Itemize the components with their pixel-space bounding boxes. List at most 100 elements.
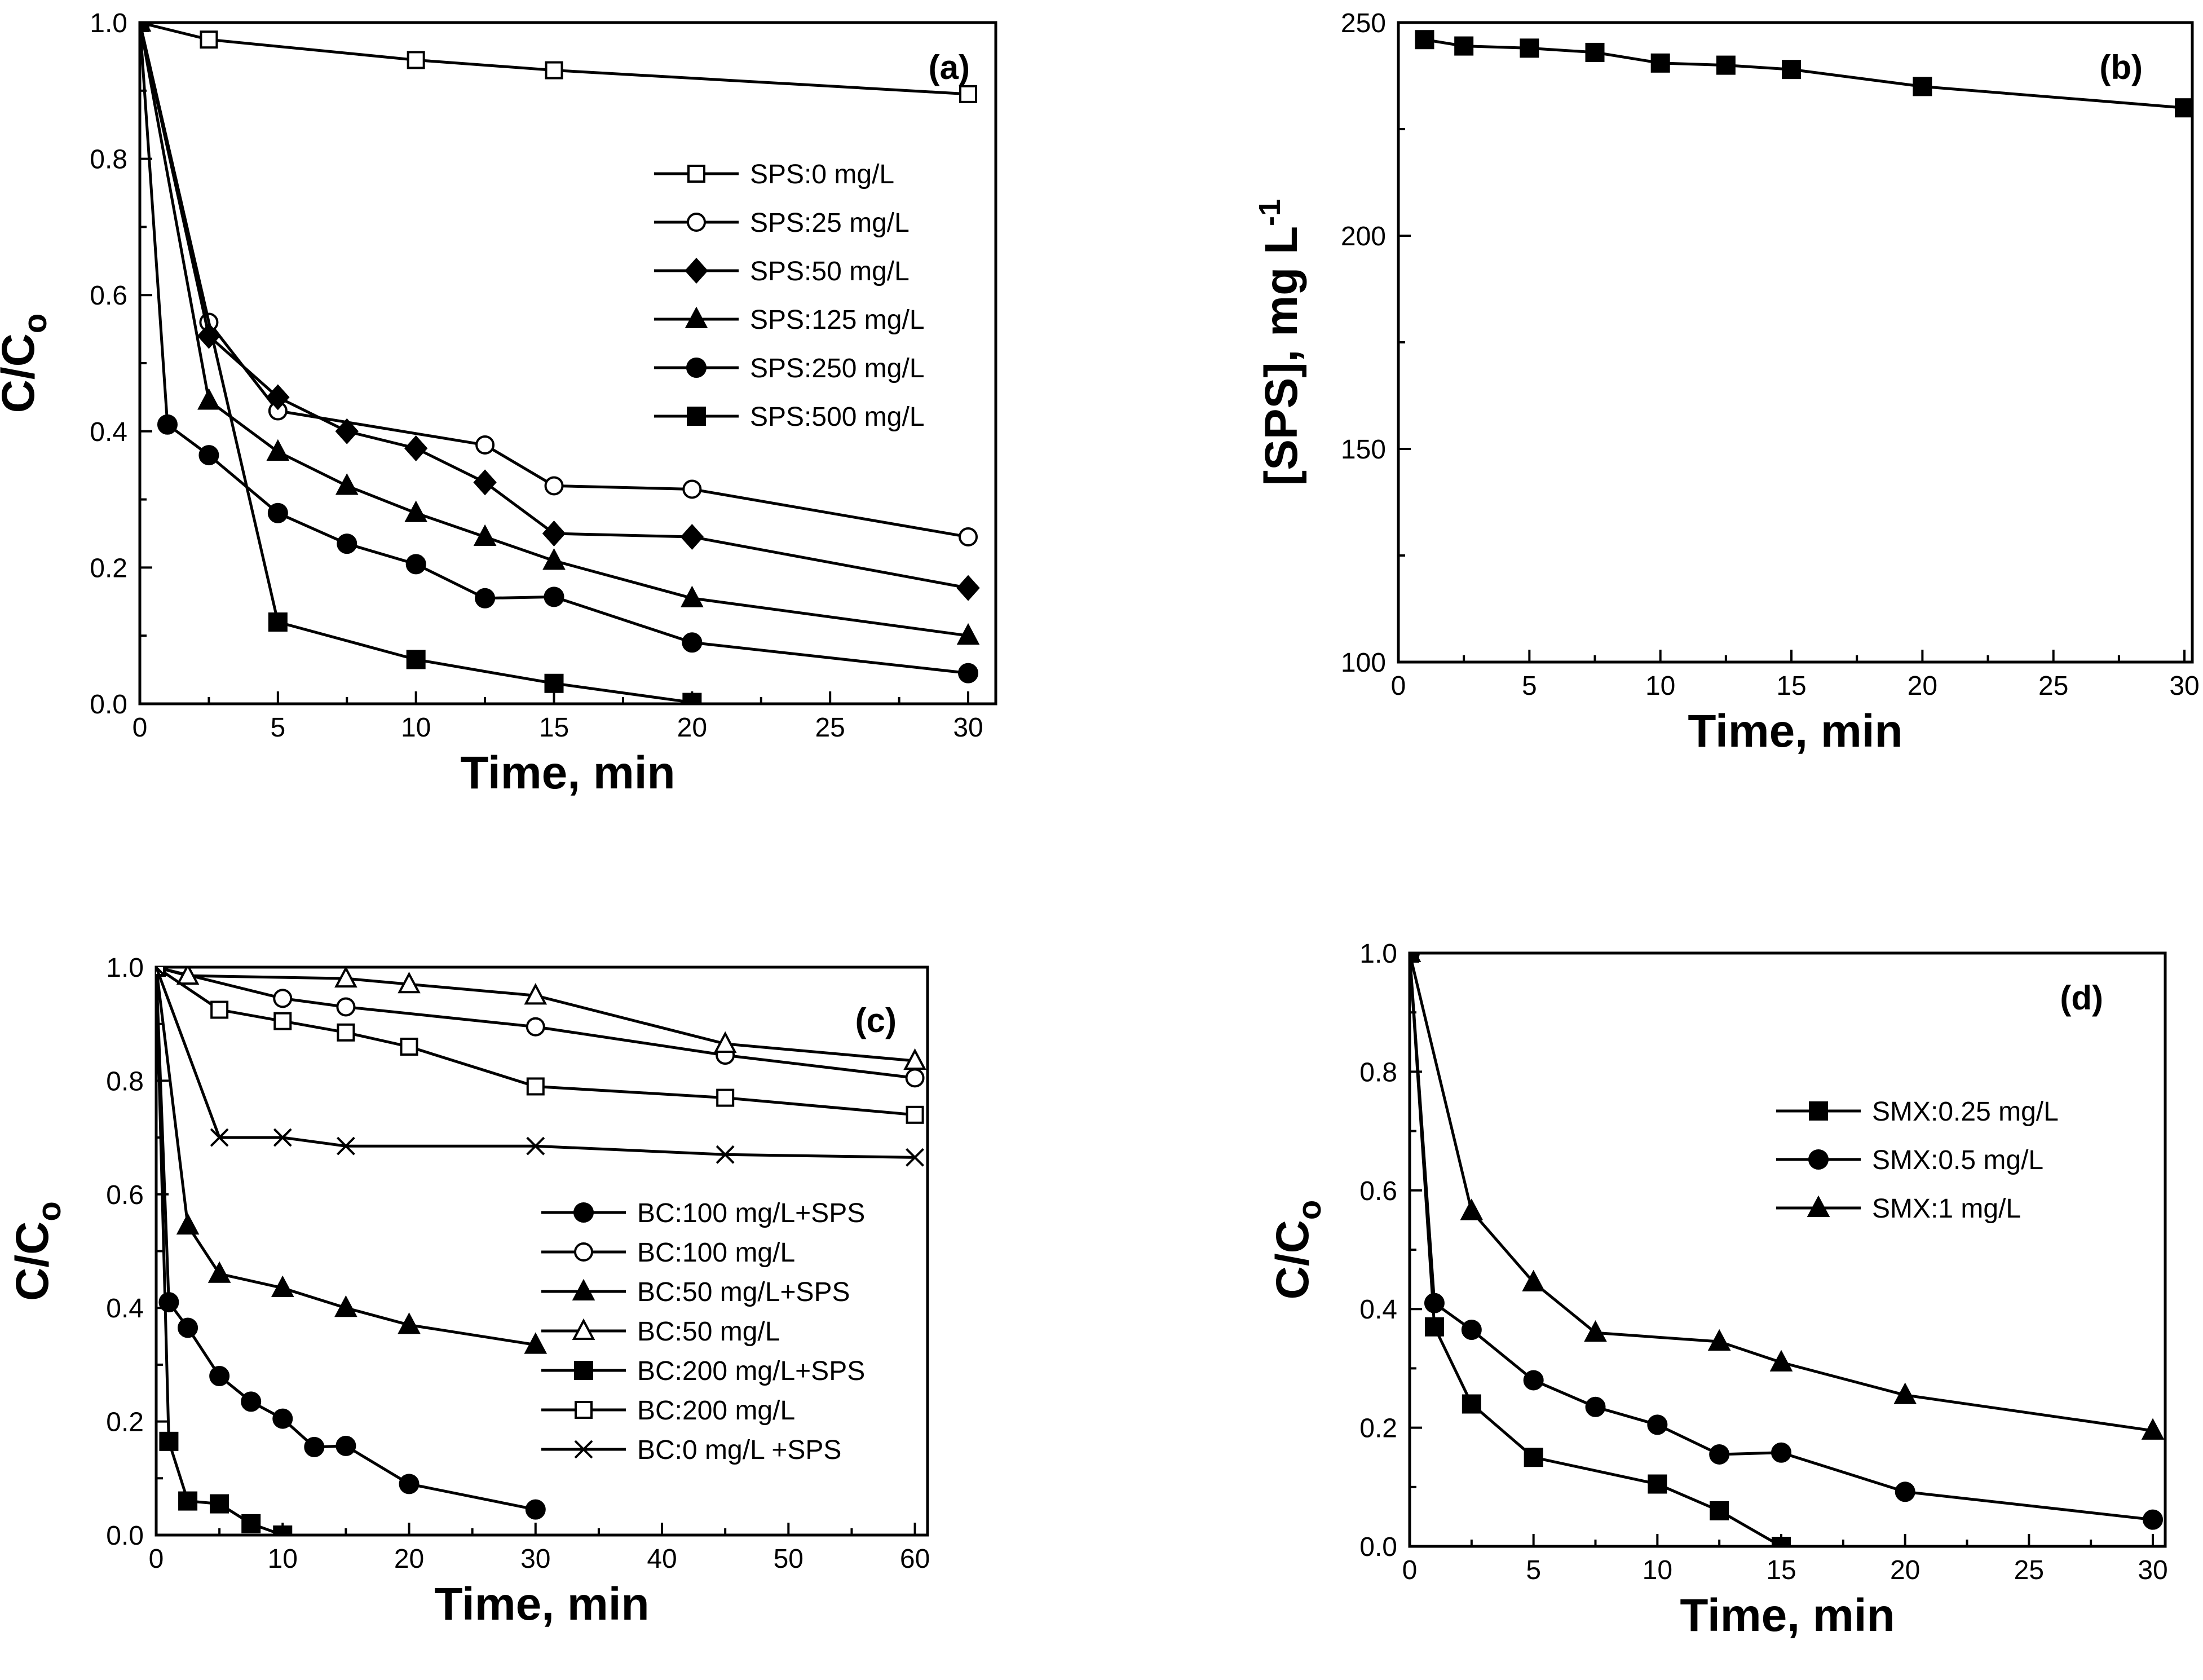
series-layer <box>1415 30 2192 118</box>
data-point <box>266 439 290 461</box>
y-axis-title: [SPS], mg L-1 <box>1253 199 1307 486</box>
data-point <box>682 693 702 704</box>
data-point <box>2143 1509 2164 1530</box>
panel-label: (d) <box>2060 979 2103 1017</box>
y-tick-label: 0.6 <box>90 281 127 311</box>
y-axis-title: C/Co <box>7 1201 68 1301</box>
legend-marker <box>574 1242 593 1262</box>
x-tick-label: 30 <box>2169 671 2199 701</box>
data-point <box>1585 42 1605 62</box>
legend-label: SPS:50 mg/L <box>750 257 910 286</box>
x-tick-label: 0 <box>1391 671 1406 701</box>
legend-label: BC:100 mg/L <box>637 1238 795 1268</box>
series-bc-200-mg-l <box>156 967 924 1124</box>
x-axis-title: Time, min <box>460 747 675 799</box>
y-tick-label: 1.0 <box>90 8 127 38</box>
x-tick-label: 0 <box>133 713 148 743</box>
data-point <box>473 469 497 496</box>
data-point <box>198 445 219 466</box>
data-point <box>544 587 564 607</box>
plot-frame <box>1397 21 2194 664</box>
legend-label: SPS:125 mg/L <box>750 305 925 335</box>
legend-item: BC:100 mg/L <box>541 1238 795 1268</box>
data-point <box>158 1292 179 1313</box>
data-point <box>1424 1317 1444 1337</box>
data-point <box>210 1000 229 1019</box>
data-point <box>1415 30 1434 50</box>
data-point <box>241 1391 262 1412</box>
data-point <box>1585 1396 1606 1417</box>
data-point <box>266 384 290 411</box>
data-point <box>956 623 980 645</box>
series-layer <box>140 23 980 704</box>
x-tick-label: 0 <box>1402 1555 1418 1585</box>
data-point <box>267 502 288 523</box>
x-tick-label: 25 <box>2038 671 2068 701</box>
data-point <box>337 1023 355 1042</box>
data-point <box>157 414 178 435</box>
x-axis-title: Time, min <box>1688 705 1902 757</box>
y-axis-title-main: [SPS], mg L <box>1256 226 1307 486</box>
data-point <box>398 1312 421 1334</box>
x-tick-label: 20 <box>677 713 707 743</box>
legend-label: SMX:0.5 mg/L <box>1872 1145 2043 1175</box>
legend-item: BC:200 mg/L <box>541 1396 795 1426</box>
legend-item: SMX:1 mg/L <box>1776 1194 2021 1224</box>
legend-marker <box>574 1440 593 1459</box>
x-tick-label: 5 <box>270 713 285 743</box>
x-tick-label: 20 <box>1908 671 1937 701</box>
data-point <box>335 1435 356 1456</box>
data-point <box>176 967 200 985</box>
data-point <box>1769 1350 1793 1372</box>
data-point <box>209 1366 230 1387</box>
legend-label: SPS:250 mg/L <box>750 354 925 383</box>
data-point <box>140 23 149 32</box>
series-line <box>140 23 969 96</box>
data-point <box>906 1105 924 1124</box>
data-point <box>526 1077 545 1096</box>
data-point <box>159 1431 179 1451</box>
x-tick-label: 25 <box>815 713 845 743</box>
data-point <box>544 476 564 496</box>
legend-label: SMX:1 mg/L <box>1872 1194 2021 1224</box>
x-tick-label: 10 <box>401 713 431 743</box>
series-line <box>1410 953 2153 1432</box>
y-tick-label: 250 <box>1341 8 1386 38</box>
legend-marker <box>1807 1195 1830 1217</box>
y-axis-title-subscript: o <box>31 1201 68 1221</box>
y-tick-label: 0.2 <box>106 1408 144 1438</box>
data-point <box>406 650 426 669</box>
series-bc-200-mg-l-sps <box>156 967 293 1535</box>
data-point <box>1454 36 1474 56</box>
data-point <box>542 548 566 570</box>
series-line <box>140 23 969 675</box>
y-tick-label: 0.4 <box>1359 1295 1397 1325</box>
y-tick-label: 0.0 <box>90 690 127 720</box>
legend: SPS:0 mg/L SPS:25 mg/L SPS:50 mg/L SPS:125 … <box>654 160 925 432</box>
data-point <box>1650 53 1670 73</box>
x-axis-title: Time, min <box>1680 1590 1895 1641</box>
legend-item: BC:200 mg/L+SPS <box>541 1356 865 1386</box>
series-sps-0-mg-l <box>140 23 978 103</box>
y-tick-label: 1.0 <box>1359 939 1397 969</box>
data-point <box>1913 77 1932 96</box>
data-point <box>524 1332 548 1354</box>
data-point <box>1461 1320 1482 1341</box>
data-point <box>716 1145 735 1164</box>
series-sps-500-mg-l <box>140 23 702 704</box>
x-axis-title: Time, min <box>434 1578 649 1630</box>
data-point <box>268 612 288 632</box>
data-point <box>337 533 357 554</box>
legend-marker <box>687 407 706 426</box>
data-point <box>1647 1414 1668 1435</box>
legend-item: SMX:0.5 mg/L <box>1776 1145 2043 1175</box>
data-point <box>1410 953 1421 962</box>
legend-item: SPS:0 mg/L <box>654 160 894 189</box>
legend: SMX:0.25 mg/L SMX:0.5 mg/L SMX:1 mg/L <box>1776 1097 2059 1224</box>
data-point <box>2175 98 2192 118</box>
y-tick-label: 0.8 <box>106 1066 144 1096</box>
data-point <box>272 1408 293 1429</box>
legend-label: BC:100 mg/L+SPS <box>637 1198 865 1228</box>
x-tick-label: 30 <box>953 713 983 743</box>
x-tick-label: 30 <box>520 1544 550 1574</box>
